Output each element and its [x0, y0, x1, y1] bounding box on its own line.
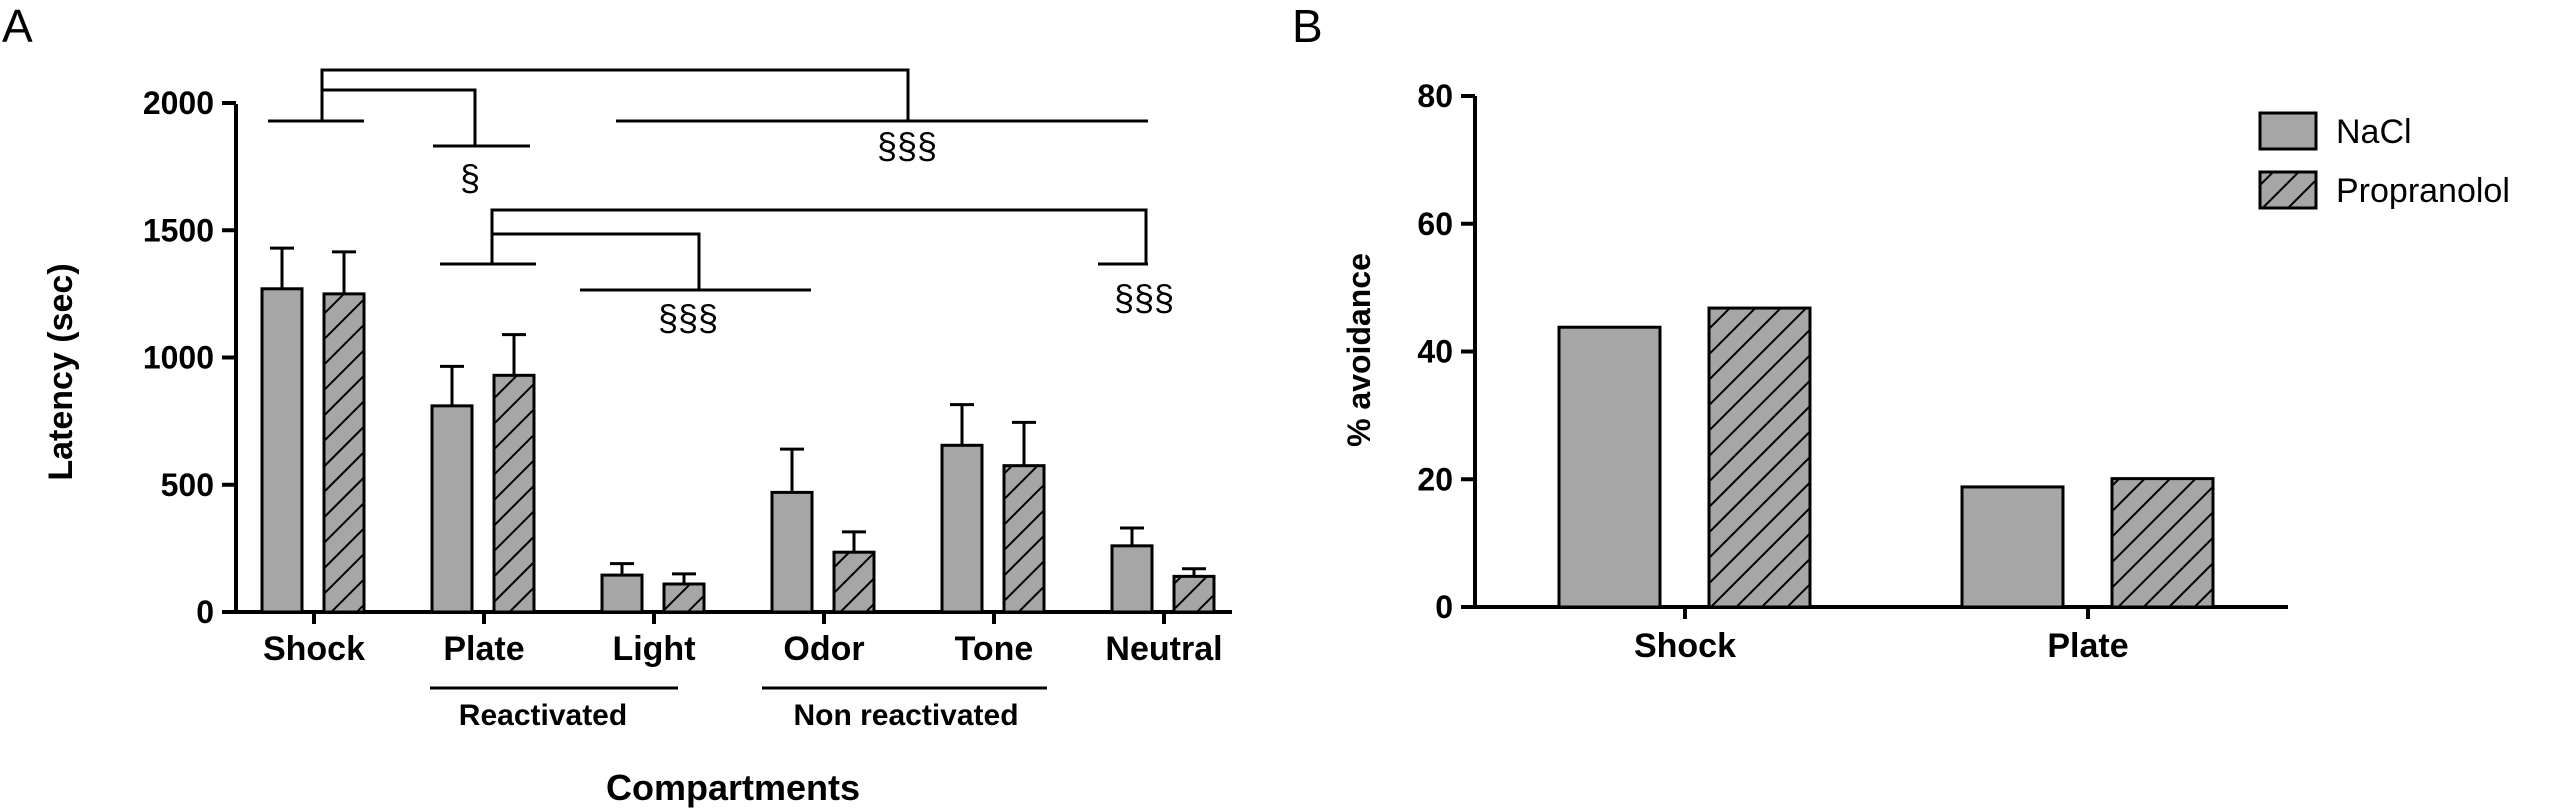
x-tick-label: Shock	[263, 630, 365, 668]
bar-plate-solid	[1960, 485, 2065, 609]
panel-a-label: A	[2, 0, 33, 52]
legend-item-propranolol: Propranolol	[2258, 170, 2510, 210]
bar-shock-solid	[260, 287, 304, 614]
x-tick-label: Plate	[2047, 627, 2128, 665]
bar-tone-solid	[940, 443, 984, 614]
panel-a-xlabel: Compartments	[606, 767, 860, 808]
significance-marks: § §§§ §§§ §§§	[460, 125, 1174, 338]
bar-light-solid	[600, 573, 644, 614]
significance-mark: §§§	[1114, 277, 1174, 318]
panel-a-bars	[260, 246, 1216, 614]
panel-b-ylabel: % avoidance	[1341, 253, 1377, 447]
y-tick-label: 80	[1417, 78, 1453, 114]
legend-item-nacl: NaCl	[2258, 111, 2412, 151]
bar-light-hatched	[662, 582, 706, 614]
significance-mark: §	[460, 157, 480, 198]
bracket-plate-light-odor	[490, 232, 701, 290]
y-tick-label: 20	[1417, 461, 1453, 497]
x-tick-label: Odor	[783, 630, 864, 668]
panel-b: B % avoidance 0 20 40 60 80 Shock Plate NaCl …	[1292, 0, 2510, 665]
y-tick-label: 2000	[143, 85, 214, 121]
bar-plate-hatched	[2110, 477, 2215, 609]
legend-label-propranolol: Propranolol	[2336, 172, 2510, 210]
x-tick-label: Plate	[443, 630, 524, 668]
bar-odor-solid	[770, 490, 814, 614]
bar-tone-hatched	[1002, 464, 1046, 614]
y-tick-label: 40	[1417, 334, 1453, 370]
group-label-reactivated: Reactivated	[459, 699, 627, 732]
legend-swatch-nacl	[2258, 111, 2318, 151]
panel-a: A Latency (sec) Compartments 0 500 1000 150…	[2, 0, 1232, 808]
legend: NaCl Propranolol	[2258, 111, 2510, 210]
bracket-shock-non-reactivated	[320, 68, 910, 121]
bar-shock-hatched	[1707, 306, 1812, 609]
y-tick-label: 500	[161, 467, 214, 503]
y-tick-label: 60	[1417, 206, 1453, 242]
bar-odor-hatched	[832, 550, 876, 614]
y-tick-label: 1000	[143, 340, 214, 376]
panel-a-ylabel: Latency (sec)	[42, 263, 80, 480]
bar-shock-hatched	[322, 292, 366, 614]
panel-a-y-ticks: 0 500 1000 1500 2000	[143, 85, 236, 630]
y-tick-label: 0	[196, 594, 214, 630]
significance-brackets	[268, 68, 1148, 292]
significance-mark: §§§	[658, 297, 718, 338]
bracket-shock-plate	[320, 88, 477, 146]
panel-b-y-ticks: 0 20 40 60 80	[1417, 78, 1475, 625]
panel-b-label: B	[1292, 0, 1323, 52]
x-tick-label: Shock	[1634, 627, 1736, 665]
bar-plate-solid	[430, 404, 474, 614]
bracket-plate-neutral	[490, 208, 1148, 264]
bar-neutral-hatched	[1172, 574, 1216, 614]
panel-a-groups: Reactivated Non reactivated	[430, 686, 1047, 732]
significance-mark: §§§	[877, 125, 937, 166]
bar-shock-solid	[1557, 325, 1662, 609]
y-tick-label: 0	[1435, 589, 1453, 625]
bar-plate-hatched	[492, 373, 536, 614]
panel-b-x-ticks: Shock Plate	[1634, 607, 2129, 665]
legend-swatch-propranolol	[2258, 170, 2318, 210]
panel-b-bars	[1557, 306, 2215, 609]
y-tick-label: 1500	[143, 212, 214, 248]
group-label-non-reactivated: Non reactivated	[793, 699, 1018, 732]
x-tick-label: Neutral	[1105, 630, 1222, 668]
legend-label-nacl: NaCl	[2336, 113, 2412, 151]
x-tick-label: Light	[612, 630, 695, 668]
x-tick-label: Tone	[955, 630, 1034, 668]
panel-a-x-ticks: Shock Plate Light Odor Tone Neutral	[263, 612, 1223, 668]
bar-neutral-solid	[1110, 544, 1154, 614]
